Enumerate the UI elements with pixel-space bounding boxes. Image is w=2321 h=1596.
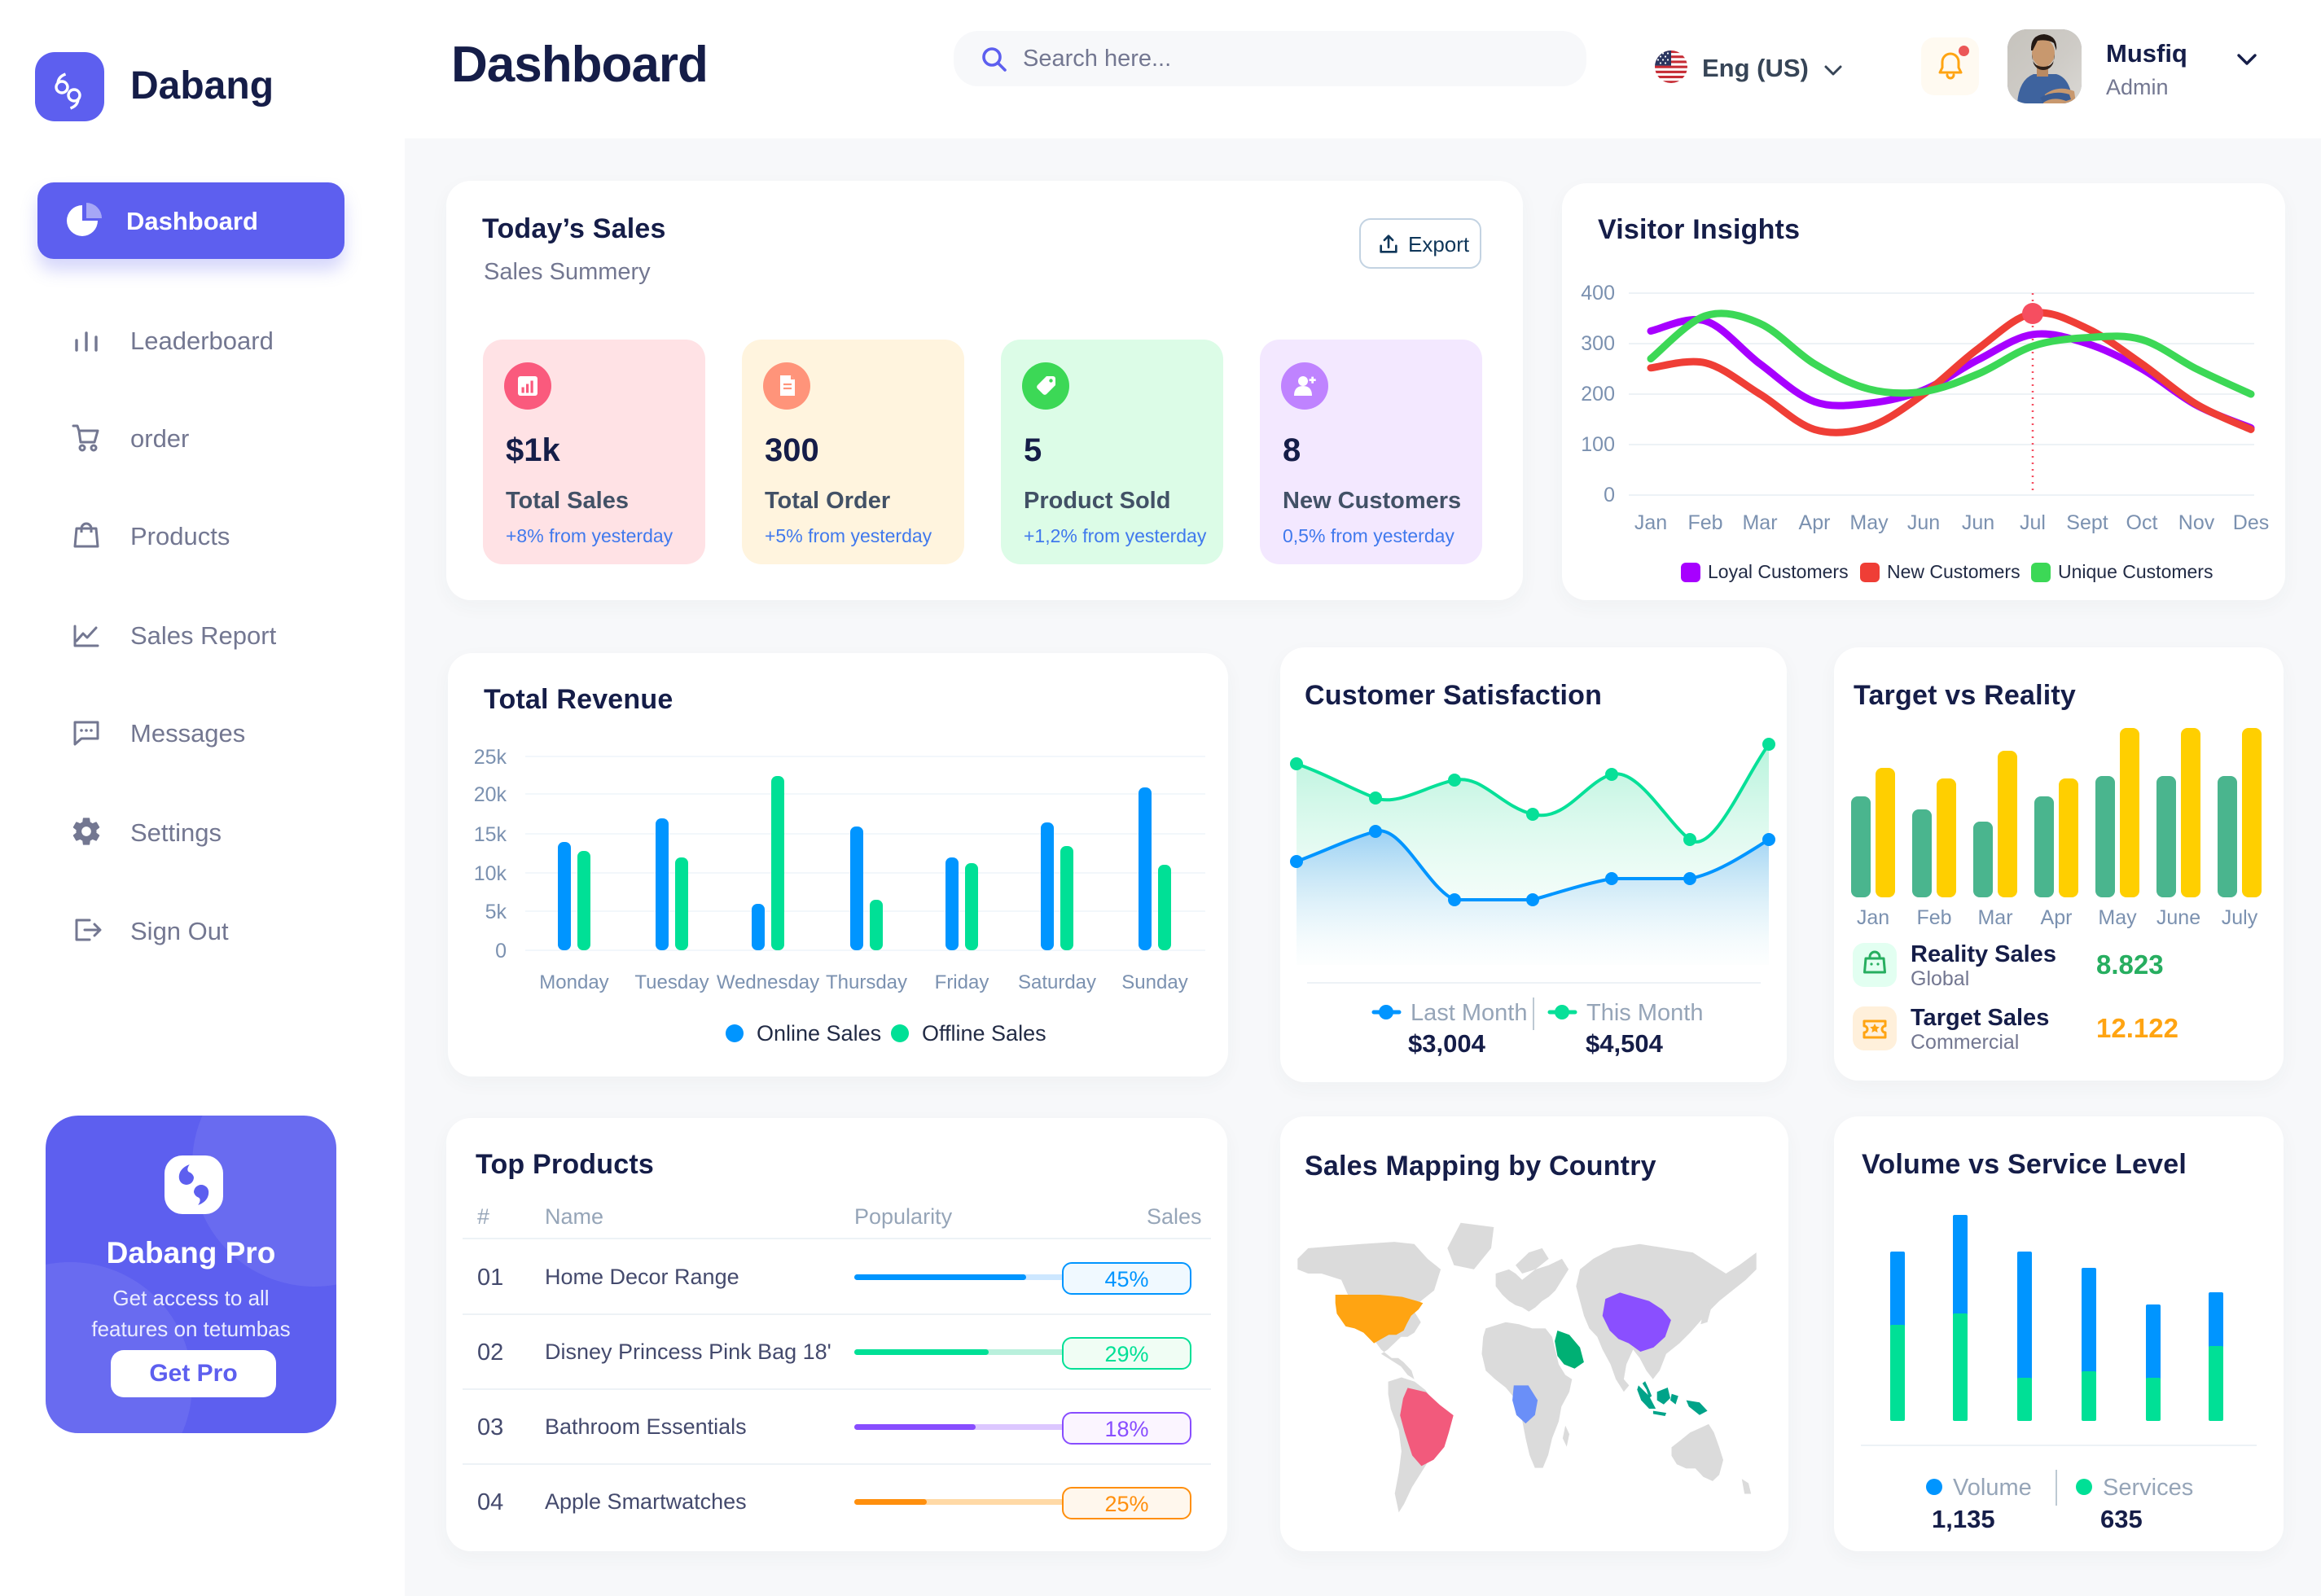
- svg-text:200: 200: [1581, 383, 1615, 406]
- svg-text:Global: Global: [1911, 967, 1969, 990]
- svg-text:Thursday: Thursday: [826, 971, 907, 993]
- svg-text:Sept: Sept: [2066, 511, 2108, 534]
- svg-text:Reality Sales: Reality Sales: [1911, 941, 2056, 967]
- svg-text:100: 100: [1581, 433, 1615, 456]
- svg-text:Target Sales: Target Sales: [1911, 1005, 2049, 1031]
- svg-text:Mar: Mar: [1742, 511, 1777, 534]
- svg-text:Apr: Apr: [1799, 511, 1831, 534]
- svg-text:$3,004: $3,004: [1408, 1029, 1486, 1058]
- svg-text:10k: 10k: [474, 862, 507, 885]
- svg-text:Jun: Jun: [1962, 511, 1994, 534]
- svg-text:Offline Sales: Offline Sales: [922, 1021, 1046, 1046]
- svg-text:12.122: 12.122: [2096, 1013, 2178, 1043]
- svg-text:400: 400: [1581, 282, 1615, 305]
- svg-text:June: June: [2156, 906, 2200, 929]
- svg-text:Jan: Jan: [1634, 511, 1667, 534]
- svg-text:15k: 15k: [474, 823, 507, 846]
- svg-text:May: May: [2098, 906, 2137, 929]
- svg-text:Unique Customers: Unique Customers: [2058, 561, 2213, 582]
- svg-text:Feb: Feb: [1687, 511, 1722, 534]
- svg-text:Online Sales: Online Sales: [757, 1021, 881, 1046]
- svg-text:July: July: [2222, 906, 2258, 929]
- svg-text:Monday: Monday: [539, 971, 608, 993]
- svg-text:Feb: Feb: [1916, 906, 1951, 929]
- svg-text:Loyal Customers: Loyal Customers: [1708, 561, 1849, 582]
- svg-text:New Customers: New Customers: [1887, 561, 2020, 582]
- svg-text:300: 300: [1581, 332, 1615, 355]
- svg-text:20k: 20k: [474, 783, 507, 806]
- svg-text:Wednesday: Wednesday: [717, 971, 819, 993]
- svg-text:Saturday: Saturday: [1018, 971, 1096, 993]
- svg-text:0: 0: [1604, 484, 1615, 506]
- svg-text:Services: Services: [2103, 1475, 2193, 1501]
- svg-text:25k: 25k: [474, 746, 507, 769]
- svg-text:635: 635: [2100, 1505, 2143, 1533]
- svg-text:Jan: Jan: [1857, 906, 1889, 929]
- svg-text:Friday: Friday: [935, 971, 989, 993]
- svg-text:Nov: Nov: [2178, 511, 2215, 534]
- svg-text:8.823: 8.823: [2096, 949, 2164, 980]
- svg-text:Mar: Mar: [1977, 906, 2012, 929]
- svg-text:1,135: 1,135: [1932, 1505, 1995, 1533]
- svg-text:Commercial: Commercial: [1911, 1031, 2019, 1054]
- svg-text:Volume: Volume: [1953, 1475, 2032, 1501]
- svg-text:Last Month: Last Month: [1411, 1000, 1527, 1026]
- svg-text:Jun: Jun: [1907, 511, 1940, 534]
- svg-text:May: May: [1849, 511, 1889, 534]
- svg-text:$4,504: $4,504: [1586, 1029, 1664, 1058]
- svg-text:0: 0: [495, 940, 507, 962]
- svg-text:Sunday: Sunday: [1121, 971, 1187, 993]
- svg-text:5k: 5k: [485, 901, 507, 923]
- svg-text:Tuesday: Tuesday: [634, 971, 709, 993]
- svg-text:Apr: Apr: [2041, 906, 2073, 929]
- svg-text:Jul: Jul: [2020, 511, 2046, 534]
- svg-text:Oct: Oct: [2126, 511, 2158, 534]
- svg-text:Des: Des: [2233, 511, 2269, 534]
- svg-text:This Month: This Month: [1586, 1000, 1703, 1026]
